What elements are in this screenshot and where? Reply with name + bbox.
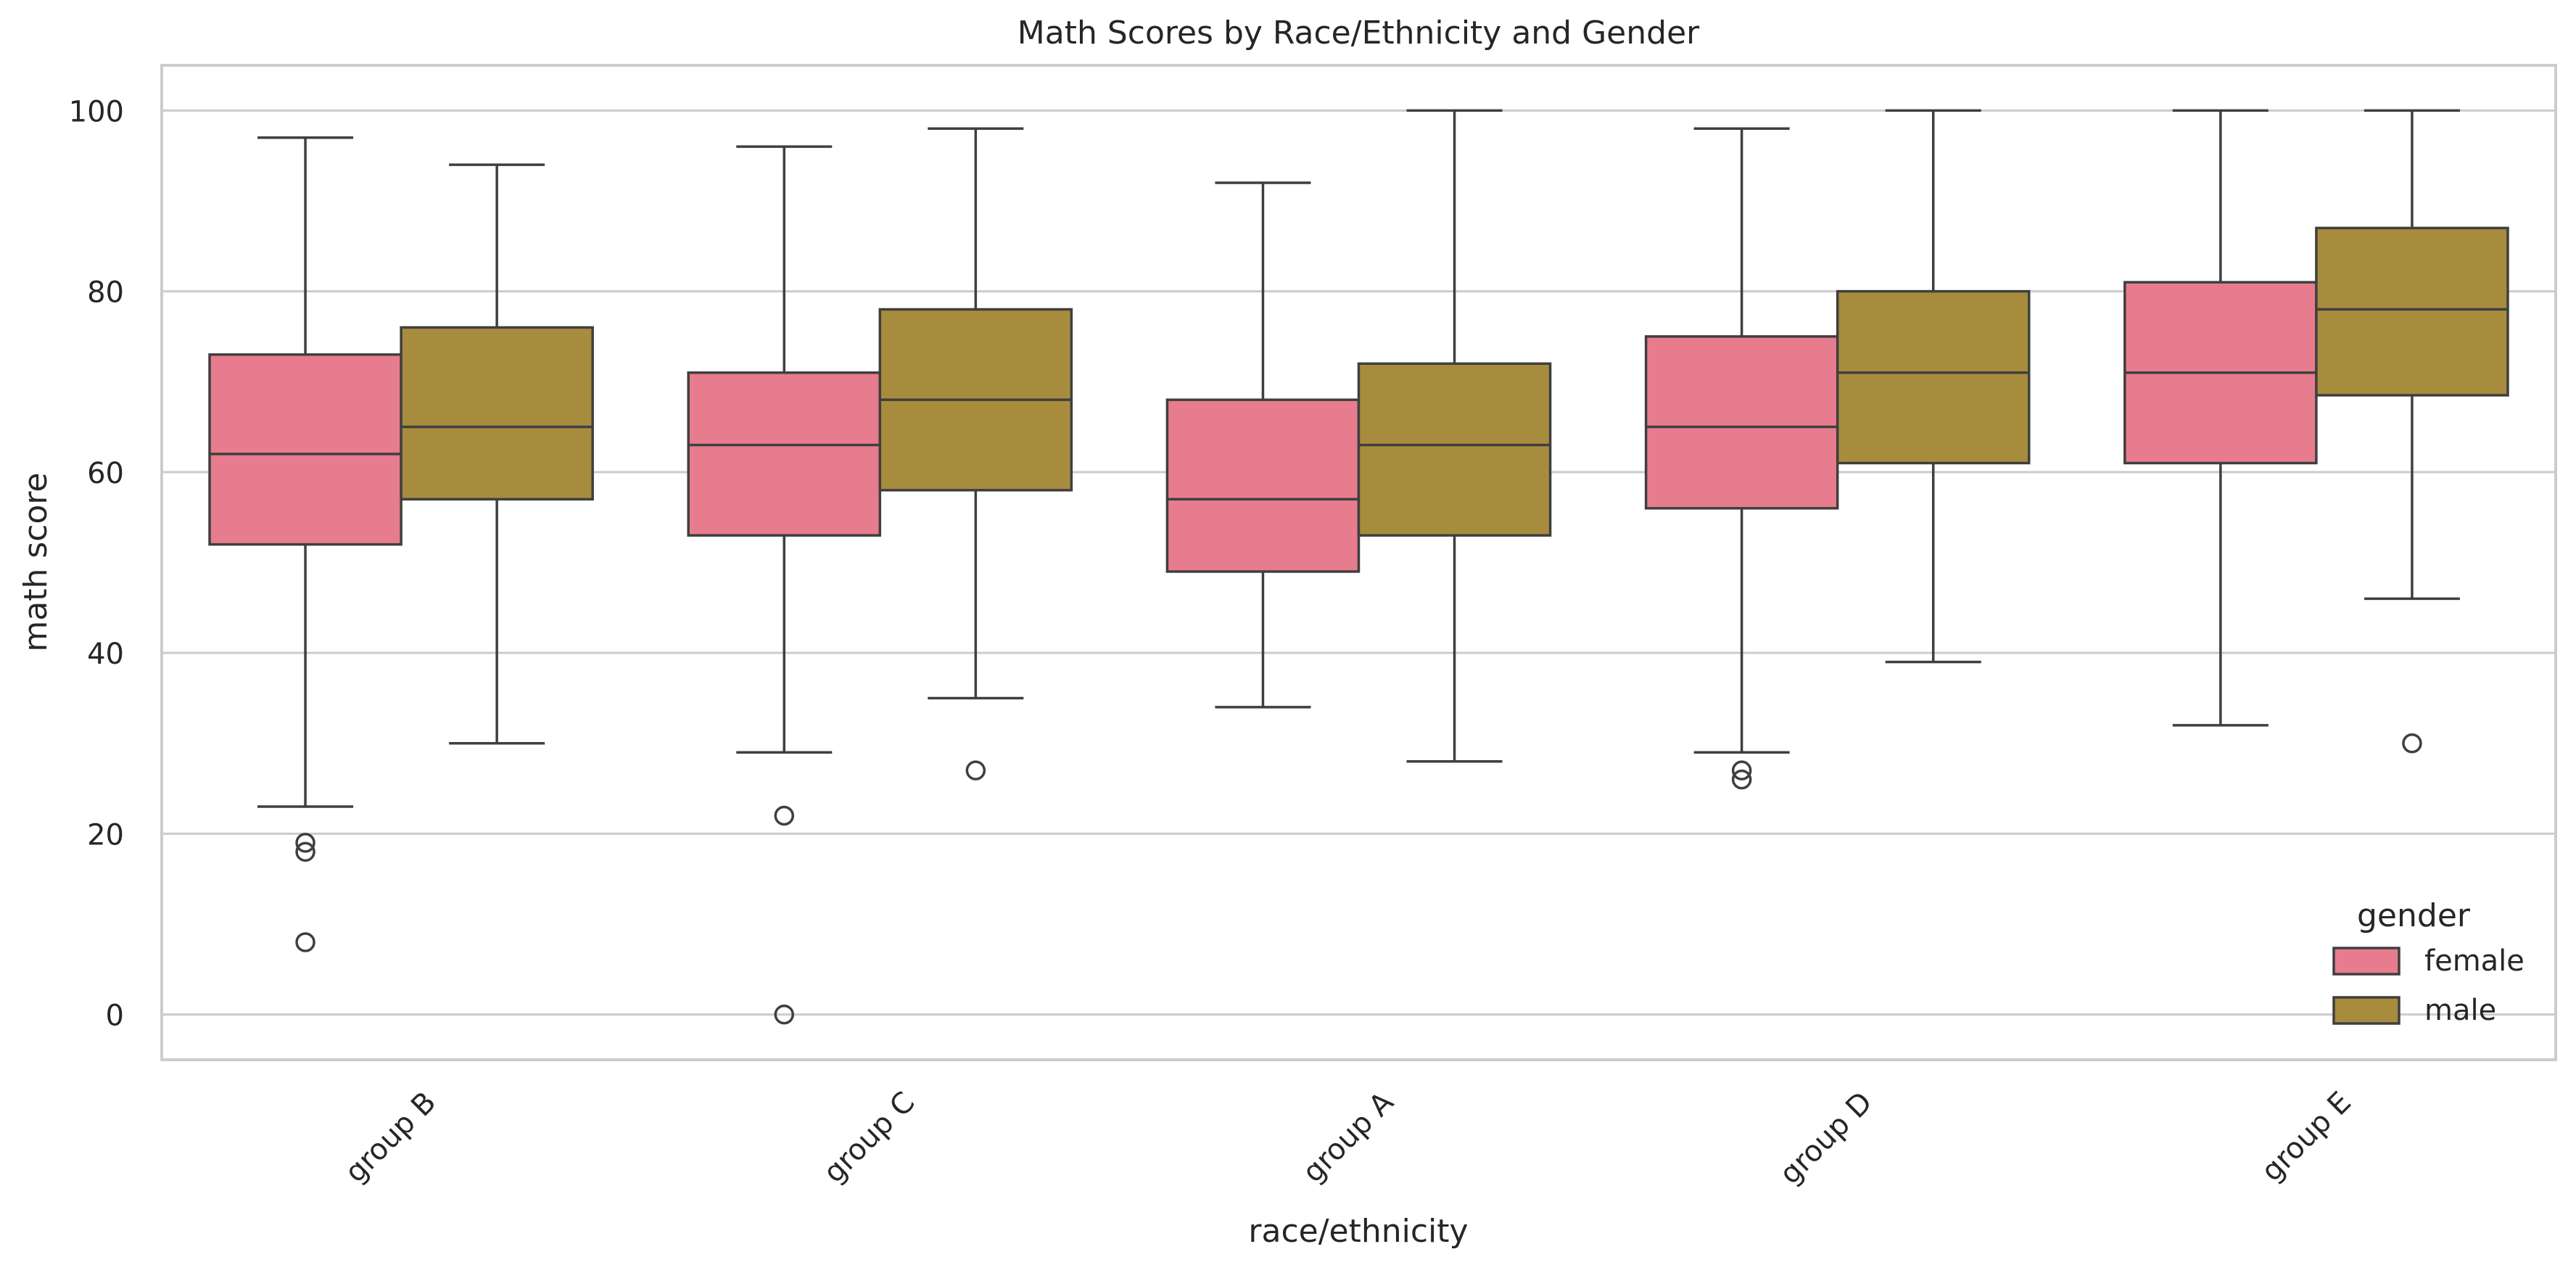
- legend-swatch-female: [2332, 947, 2400, 976]
- box-iqr: [1644, 335, 1839, 510]
- outlier-point: [295, 833, 315, 853]
- legend-label-male: male: [2424, 994, 2496, 1027]
- x-tick-label: group D: [1773, 1086, 1878, 1191]
- outlier-point: [295, 932, 315, 952]
- outlier-point: [295, 841, 315, 862]
- legend-swatch-male: [2332, 996, 2400, 1025]
- legend-title: gender: [2357, 897, 2471, 934]
- box-iqr: [2315, 226, 2509, 397]
- box-male-group-B: [400, 163, 594, 745]
- x-tick-labels: group B group C group A group D group E: [339, 1085, 2358, 1191]
- box-iqr: [208, 353, 402, 546]
- box-female-group-D: [1644, 127, 1839, 790]
- box-iqr: [687, 371, 882, 537]
- x-axis-label: race/ethnicity: [1248, 1213, 1468, 1250]
- box-female-group-C: [687, 145, 882, 1025]
- x-tick-label: group A: [1297, 1085, 1400, 1189]
- box-male-group-A: [1357, 109, 1552, 763]
- outlier-point: [1731, 760, 1752, 780]
- box-female-group-E: [2123, 109, 2318, 727]
- box-female-group-A: [1165, 181, 1361, 709]
- x-tick-label: group E: [2255, 1086, 2358, 1189]
- x-tick-label: group C: [817, 1086, 921, 1190]
- box-female-group-B: [208, 136, 402, 952]
- outlier-point: [1731, 769, 1752, 790]
- box-iqr: [1165, 398, 1361, 573]
- outlier-point: [2402, 733, 2422, 754]
- y-axis-label: math score: [17, 472, 54, 651]
- box-layer: [208, 109, 2509, 1025]
- outlier-point: [965, 760, 986, 780]
- box-male-group-C: [878, 127, 1073, 780]
- legend: gender female male: [2332, 897, 2525, 1027]
- y-tick-label: 40: [87, 638, 124, 671]
- box-male-group-D: [1836, 109, 2031, 664]
- plot-frame: [160, 64, 2557, 1061]
- y-tick-label: 100: [69, 95, 124, 128]
- outlier-point: [774, 1004, 795, 1025]
- box-iqr: [400, 326, 594, 501]
- box-iqr: [1836, 289, 2031, 465]
- y-tick-labels: 0 20 40 60 80 100: [69, 95, 124, 1032]
- y-tick-label: 60: [87, 457, 124, 490]
- y-tick-label: 0: [106, 1000, 124, 1033]
- y-tick-label: 20: [87, 818, 124, 852]
- box-male-group-E: [2315, 109, 2509, 754]
- box-iqr: [1357, 362, 1552, 537]
- legend-label-female: female: [2424, 944, 2525, 978]
- outlier-point: [774, 805, 795, 826]
- chart-title: Math Scores by Race/Ethnicity and Gender: [1017, 15, 1700, 52]
- y-tick-label: 80: [87, 276, 124, 310]
- x-tick-label: group B: [339, 1086, 442, 1190]
